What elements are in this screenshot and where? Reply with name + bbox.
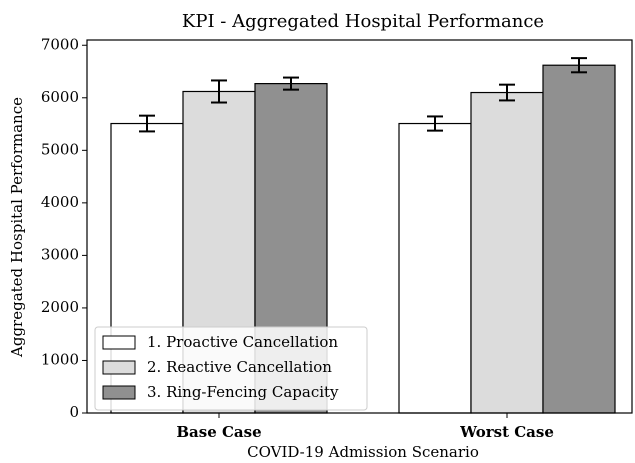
legend-swatch [102,335,136,350]
error-bar [211,79,227,104]
bar [398,122,472,414]
error-bar [427,115,443,132]
y-tick-label: 5000 [41,140,79,158]
y-tick-label: 3000 [41,245,79,263]
legend-swatch [102,360,136,375]
error-bar [139,114,155,133]
plot-frame [86,39,633,414]
y-tick-label: 1000 [41,350,79,368]
legend-box [94,326,368,411]
y-tick-label: 7000 [41,35,79,53]
y-tick-label: 0 [69,403,79,421]
chart-title: KPI - Aggregated Hospital Performance [182,11,544,32]
x-axis-label: COVID-19 Admission Scenario [247,443,479,461]
x-tick-label: Base Case [176,423,261,441]
legend-label: 3. Ring-Fencing Capacity [147,383,339,401]
error-bar [283,76,299,91]
bar [470,91,544,414]
y-tick-label: 2000 [41,298,79,316]
error-bar [499,83,515,102]
error-bar [571,57,587,74]
bar [542,64,616,414]
x-tick-label: Worst Case [459,423,554,441]
y-axis-label: Aggregated Hospital Performance [8,97,26,358]
legend-swatch [102,385,136,400]
y-tick-label: 6000 [41,88,79,106]
legend-label: 2. Reactive Cancellation [147,358,332,376]
legend-label: 1. Proactive Cancellation [147,333,338,351]
y-tick-label: 4000 [41,193,79,211]
